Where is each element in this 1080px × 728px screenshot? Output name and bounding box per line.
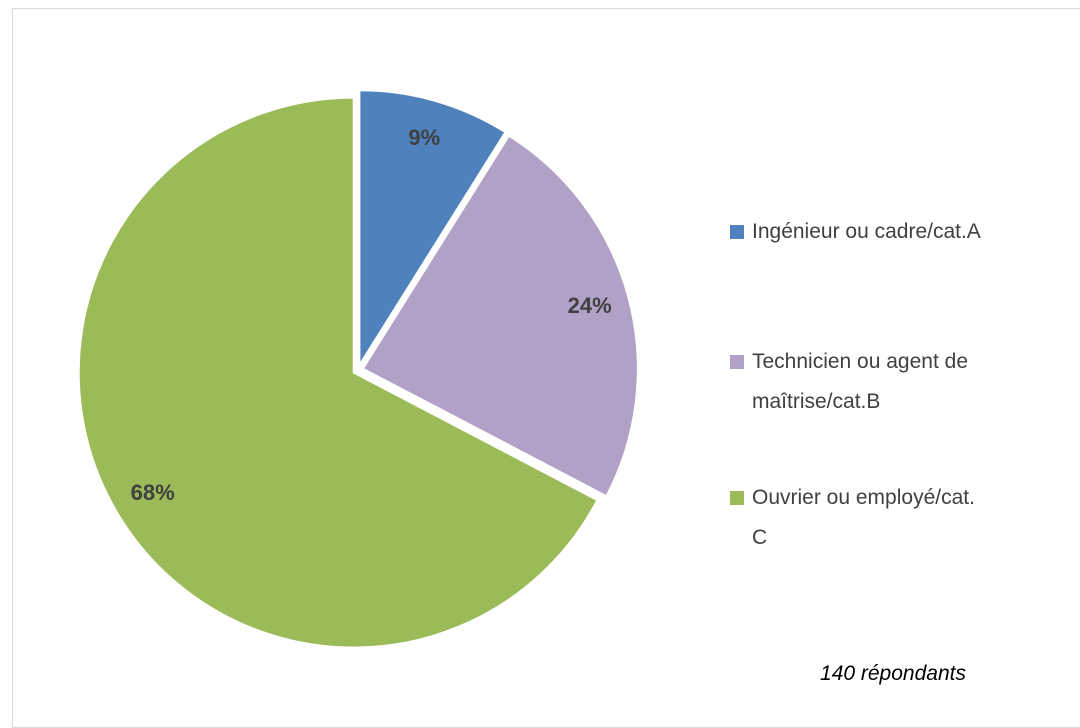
pie-slice — [77, 96, 599, 649]
legend-item: Ouvrier ou employé/cat. C — [730, 478, 988, 558]
data-label: 9% — [408, 125, 440, 150]
legend-swatch — [730, 355, 744, 369]
data-label: 68% — [131, 480, 175, 505]
legend-label: Ouvrier ou employé/cat. C — [752, 486, 975, 549]
legend-label: Ingénieur ou cadre/cat.A — [752, 220, 981, 243]
legend-swatch — [730, 225, 744, 239]
pie-slice — [358, 89, 507, 369]
legend-swatch — [730, 491, 744, 505]
legend-label: Technicien ou agent de maîtrise/cat.B — [752, 350, 968, 413]
annotation: 140 répondants — [820, 662, 966, 685]
pie-slice — [361, 134, 639, 498]
legend-item: Technicien ou agent de maîtrise/cat.B — [730, 342, 988, 422]
data-label: 24% — [568, 293, 612, 318]
legend-item: Ingénieur ou cadre/cat.A — [730, 212, 988, 252]
